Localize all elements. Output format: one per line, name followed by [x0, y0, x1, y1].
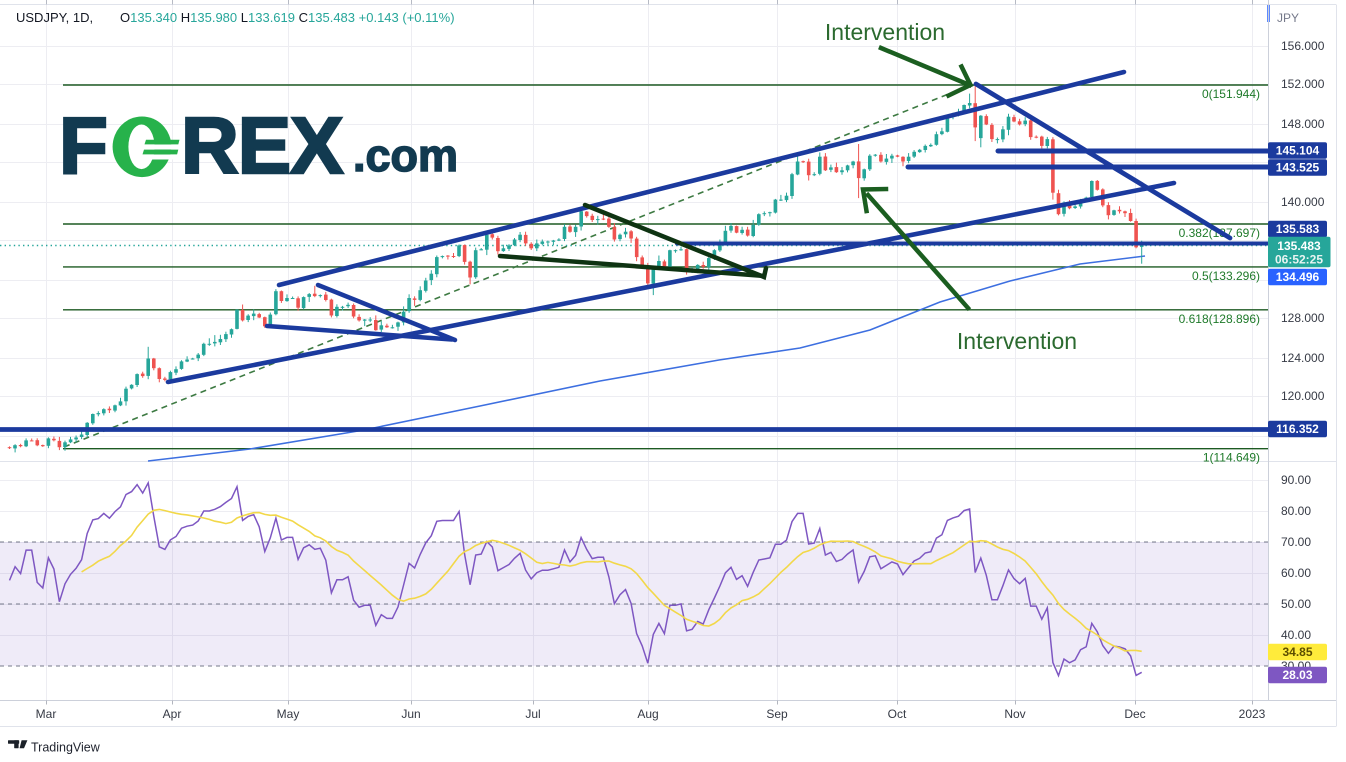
svg-text:Jul: Jul: [525, 707, 540, 721]
svg-text:135.483: 135.483: [1277, 239, 1321, 253]
svg-text:Sep: Sep: [766, 707, 788, 721]
svg-text:0(151.944): 0(151.944): [1202, 87, 1260, 101]
svg-text:2023: 2023: [1239, 707, 1266, 721]
svg-text:Jun: Jun: [401, 707, 420, 721]
svg-text:TradingView: TradingView: [31, 741, 101, 755]
svg-text:124.000: 124.000: [1281, 351, 1325, 365]
svg-text:Apr: Apr: [163, 707, 182, 721]
svg-text:REX: REX: [181, 101, 343, 190]
svg-text:28.03: 28.03: [1282, 668, 1312, 682]
svg-text:156.000: 156.000: [1281, 39, 1325, 53]
svg-text:May: May: [277, 707, 300, 721]
svg-text:Oct: Oct: [888, 707, 907, 721]
svg-text:Intervention: Intervention: [957, 328, 1077, 354]
svg-text:F: F: [59, 101, 106, 190]
svg-text:Nov: Nov: [1004, 707, 1025, 721]
svg-text:0.5(133.296): 0.5(133.296): [1192, 269, 1260, 283]
svg-text:116.352: 116.352: [1276, 422, 1319, 436]
svg-text:USDJPY, 1D,: USDJPY, 1D,: [16, 10, 93, 25]
svg-text:Intervention: Intervention: [825, 19, 945, 45]
svg-text:128.000: 128.000: [1281, 311, 1325, 325]
svg-text:1(114.649): 1(114.649): [1203, 451, 1260, 465]
svg-text:60.00: 60.00: [1281, 566, 1311, 580]
svg-text:90.00: 90.00: [1281, 473, 1311, 487]
svg-text:148.000: 148.000: [1281, 117, 1325, 131]
svg-text:152.000: 152.000: [1281, 77, 1325, 91]
svg-text:140.000: 140.000: [1281, 195, 1325, 209]
svg-text:Dec: Dec: [1124, 707, 1145, 721]
svg-text:06:52:25: 06:52:25: [1275, 253, 1323, 267]
svg-text:143.525: 143.525: [1276, 161, 1320, 175]
svg-text:120.000: 120.000: [1281, 389, 1325, 403]
svg-text:70.00: 70.00: [1281, 535, 1311, 549]
svg-text:34.85: 34.85: [1282, 645, 1312, 659]
svg-text:50.00: 50.00: [1281, 597, 1311, 611]
svg-text:O135.340 H135.980 L133.619 C13: O135.340 H135.980 L133.619 C135.483 +0.1…: [120, 10, 455, 25]
svg-text:135.583: 135.583: [1276, 222, 1320, 236]
svg-text:0.618(128.896): 0.618(128.896): [1179, 312, 1260, 326]
svg-text:Mar: Mar: [36, 707, 57, 721]
svg-text:80.00: 80.00: [1281, 504, 1311, 518]
svg-text:134.496: 134.496: [1276, 270, 1320, 284]
svg-text:.com: .com: [353, 130, 458, 181]
svg-text:145.104: 145.104: [1276, 144, 1320, 158]
svg-text:JPY: JPY: [1277, 11, 1299, 25]
svg-text:40.00: 40.00: [1281, 628, 1311, 642]
svg-text:Aug: Aug: [637, 707, 658, 721]
